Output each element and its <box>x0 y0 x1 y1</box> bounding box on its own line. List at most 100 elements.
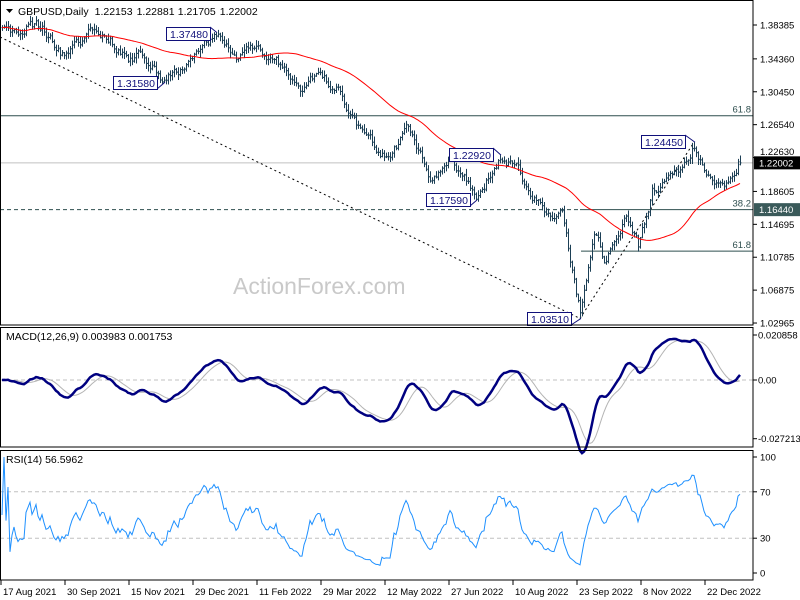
price-bar <box>489 171 492 183</box>
price-bar <box>689 154 692 165</box>
macd-pane-border <box>0 327 754 448</box>
price-bar <box>685 156 688 165</box>
price-bar <box>493 166 496 176</box>
price-bar <box>225 39 228 48</box>
price-bar <box>29 15 32 26</box>
high-value: 1.22881 <box>137 6 175 18</box>
price-annotation: 1.17590 <box>426 193 478 207</box>
price-bar <box>629 217 632 228</box>
price-bar <box>265 51 268 65</box>
price-bar <box>125 50 128 58</box>
price-bar <box>357 120 360 129</box>
price-bar <box>53 39 56 51</box>
price-bar <box>725 180 728 190</box>
price-bar <box>403 122 406 135</box>
price-bar <box>341 85 344 102</box>
price-bar <box>431 177 434 184</box>
price-bar <box>435 171 438 179</box>
time-tick-label: 17 Aug 2021 <box>3 587 56 598</box>
price-bar <box>735 168 738 177</box>
price-bar <box>377 147 380 157</box>
fib-price-box-label: 1.16440 <box>759 205 793 216</box>
price-bar <box>127 53 130 63</box>
price-bar <box>437 170 440 181</box>
price-bar <box>121 48 124 59</box>
price-bar <box>115 46 118 58</box>
price-bar <box>239 53 242 61</box>
price-bar <box>233 50 236 56</box>
price-bar <box>89 23 92 32</box>
fib-label: 61.8 <box>733 105 752 116</box>
price-bar <box>655 190 658 194</box>
price-bar <box>57 44 60 53</box>
price-tick-label: 1.02965 <box>760 319 794 330</box>
price-bar <box>327 77 330 89</box>
price-bar <box>385 152 388 159</box>
price-bar <box>543 201 546 218</box>
price-bar <box>545 207 548 216</box>
price-bar <box>315 72 318 77</box>
annotation-text: 1.17590 <box>430 195 468 207</box>
price-bar <box>183 67 186 74</box>
annotation-text: 1.37480 <box>170 29 208 41</box>
price-bar <box>359 123 362 130</box>
macd-signal-line <box>2 339 741 444</box>
price-bar <box>9 24 12 37</box>
annotation-text: 1.22920 <box>453 150 491 162</box>
price-bar <box>471 185 474 196</box>
price-annotation: 1.37480 <box>166 26 218 41</box>
low-value: 1.21705 <box>178 6 216 18</box>
price-bar <box>363 124 366 135</box>
price-bar <box>389 152 392 163</box>
price-bar <box>609 247 612 255</box>
price-bar <box>721 178 724 186</box>
price-bar <box>649 198 652 217</box>
rsi-tick-label: 0 <box>760 569 765 580</box>
price-bar <box>157 70 160 80</box>
price-bar <box>59 47 62 60</box>
price-bar <box>325 74 328 85</box>
price-bar <box>497 159 500 170</box>
price-bar <box>667 172 670 182</box>
price-bar <box>215 32 218 40</box>
price-bar <box>511 160 514 168</box>
price-bar <box>309 72 312 84</box>
price-bar <box>349 110 352 120</box>
price-bar <box>111 36 114 48</box>
current-price-box <box>754 156 800 170</box>
price-bar <box>617 230 620 244</box>
price-bar <box>201 44 204 54</box>
price-bar <box>337 83 340 91</box>
price-bar <box>279 61 282 71</box>
time-tick-label: 12 May 2022 <box>387 587 442 598</box>
triangle-down-icon[interactable] <box>6 9 13 13</box>
price-bar <box>395 145 398 151</box>
price-bar <box>289 72 292 86</box>
price-bar <box>267 54 270 66</box>
price-bar <box>39 21 42 32</box>
price-bar <box>343 93 346 109</box>
price-bar <box>615 235 618 247</box>
rsi-tick-label: 30 <box>760 534 771 545</box>
price-bar <box>271 54 274 64</box>
price-bar <box>541 197 544 211</box>
price-bar <box>499 155 502 164</box>
price-bar <box>219 32 222 42</box>
price-bar <box>729 176 732 184</box>
price-bar <box>397 138 400 151</box>
price-bar <box>441 166 444 175</box>
price-bar <box>155 61 158 78</box>
time-tick-label: 10 Aug 2022 <box>515 587 568 598</box>
price-bar <box>517 157 520 172</box>
price-bar <box>657 185 660 199</box>
price-bar <box>711 176 714 186</box>
price-bar <box>573 266 576 284</box>
price-bar <box>549 212 552 222</box>
price-bar <box>581 298 584 317</box>
price-bar <box>561 207 564 213</box>
price-bar <box>335 83 338 94</box>
price-bar <box>69 46 72 59</box>
price-bar <box>313 73 316 83</box>
price-bar <box>467 177 470 185</box>
price-bar <box>557 211 560 219</box>
